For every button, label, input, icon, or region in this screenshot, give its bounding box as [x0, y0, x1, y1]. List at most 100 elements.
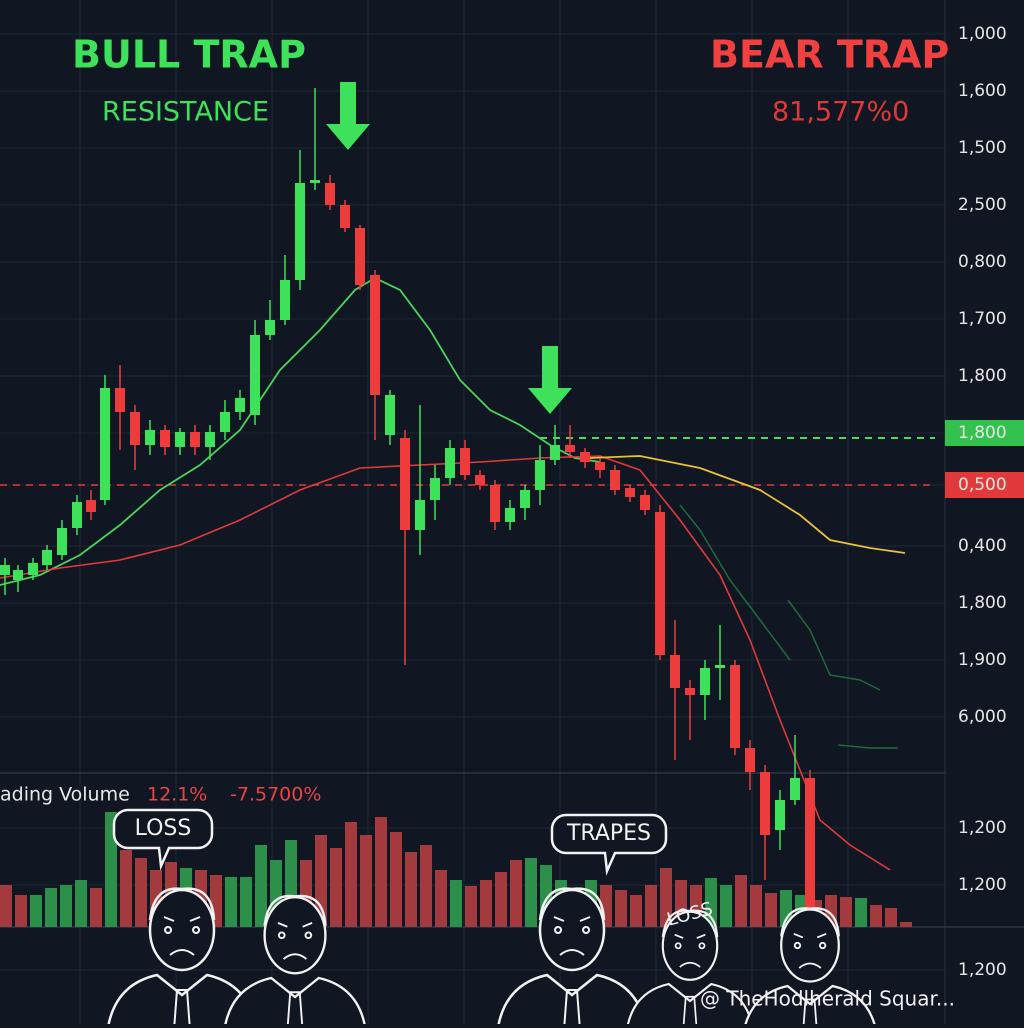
person-head: [263, 896, 327, 975]
volume-bar: [435, 870, 447, 927]
moving-average: [837, 744, 898, 749]
volume-bar: [870, 905, 882, 927]
candle-body: [190, 432, 200, 447]
candle-body: [0, 565, 10, 575]
volume-bar: [735, 875, 747, 927]
volume-bar: [30, 895, 42, 927]
bull-trap-title: BULL TRAP: [72, 33, 306, 77]
volume-bar: [645, 885, 657, 927]
candle-body: [685, 688, 695, 695]
candle-body: [505, 508, 515, 522]
volume-bar: [765, 893, 777, 927]
candle-body: [745, 748, 755, 772]
volume-change: 12.1%: [147, 784, 207, 806]
candle-body: [775, 800, 785, 830]
chart-art: [0, 82, 935, 935]
volume-change-2: -7.5700%: [230, 784, 321, 806]
volume-bar: [120, 850, 132, 927]
candle-body: [340, 205, 350, 228]
volume-bar: [615, 890, 627, 927]
price-highlight: [945, 420, 1024, 446]
person-face: [553, 916, 591, 956]
candle-body: [160, 430, 170, 447]
candle-body: [670, 655, 680, 688]
volume-bar: [90, 888, 102, 927]
person-tie: [173, 989, 191, 1028]
candle-body: [250, 335, 260, 415]
volume-bar: [405, 852, 417, 927]
volume-bar: [480, 880, 492, 927]
candle-body: [790, 778, 800, 800]
candle-body: [550, 445, 560, 460]
speech-bubble: [550, 813, 668, 876]
candle-body: [760, 772, 770, 835]
candle-body: [100, 388, 110, 500]
price-axis-label: 0,800: [958, 252, 1007, 272]
person-body: [743, 984, 877, 1028]
moving-average: [589, 455, 906, 554]
volume-bar: [900, 922, 912, 927]
candle-body: [805, 778, 815, 930]
volume-bar: [75, 880, 87, 927]
person-tie: [563, 989, 581, 1028]
bubble-text: LOSS: [135, 816, 192, 841]
candle-body: [235, 398, 245, 412]
candle-body: [42, 550, 52, 565]
price-axis-label: 0,500: [958, 475, 1007, 495]
person: [743, 907, 877, 1028]
price-axis-label: 6,000: [958, 707, 1007, 727]
volume-bar: [135, 858, 147, 927]
candle-body: [400, 438, 410, 530]
price-axis-label: 0,400: [958, 536, 1007, 556]
candle-body: [640, 495, 650, 510]
candle-body: [265, 320, 275, 335]
price-axis-label: 2,500: [958, 195, 1007, 215]
volume-bar: [105, 812, 117, 927]
volume-bar: [255, 845, 267, 927]
volume-bar: [495, 872, 507, 927]
watermark: @ TheHodlherald Squar...: [700, 987, 955, 1011]
person-face: [277, 922, 313, 960]
price-axis-label: 1,800: [958, 593, 1007, 613]
price-axis-label: 1,900: [958, 650, 1007, 670]
candle-body: [130, 412, 140, 445]
bubble-text: TRAPES: [566, 821, 651, 846]
candle-body: [310, 180, 320, 183]
person-hair: [661, 909, 719, 938]
bear-trap-subtitle: 81,577%0: [772, 97, 909, 128]
arrow: [528, 346, 572, 414]
volume-bar: [465, 886, 477, 927]
volume-bar: [360, 835, 372, 927]
volume-bar: [240, 877, 252, 927]
candle-body: [700, 668, 710, 695]
candle-body: [445, 448, 455, 478]
candle-body: [13, 570, 23, 580]
resistance-label: RESISTANCE: [102, 97, 269, 128]
volume-bar: [0, 885, 12, 927]
candle-body: [28, 563, 38, 575]
price-axis-label: 1,200: [958, 875, 1007, 895]
arrow: [326, 82, 370, 150]
candle-body: [730, 665, 740, 748]
person-body: [223, 976, 367, 1028]
person-head: [780, 908, 840, 983]
candle-body: [490, 485, 500, 522]
volume-bar: [420, 845, 432, 927]
person: [106, 887, 258, 1028]
candle-body: [610, 470, 620, 490]
volume-bar: [450, 880, 462, 927]
speech-bubble: [112, 808, 214, 871]
person-hair: [148, 887, 216, 921]
volume-bar: [660, 868, 672, 927]
candle-body: [280, 280, 290, 320]
candle-body: [115, 388, 125, 412]
candle-body: [295, 183, 305, 280]
person: [496, 887, 648, 1028]
volume-bar: [855, 898, 867, 927]
person-head: [538, 888, 606, 972]
person-face: [674, 933, 706, 968]
candle-body: [205, 432, 215, 447]
person-face: [163, 916, 201, 956]
